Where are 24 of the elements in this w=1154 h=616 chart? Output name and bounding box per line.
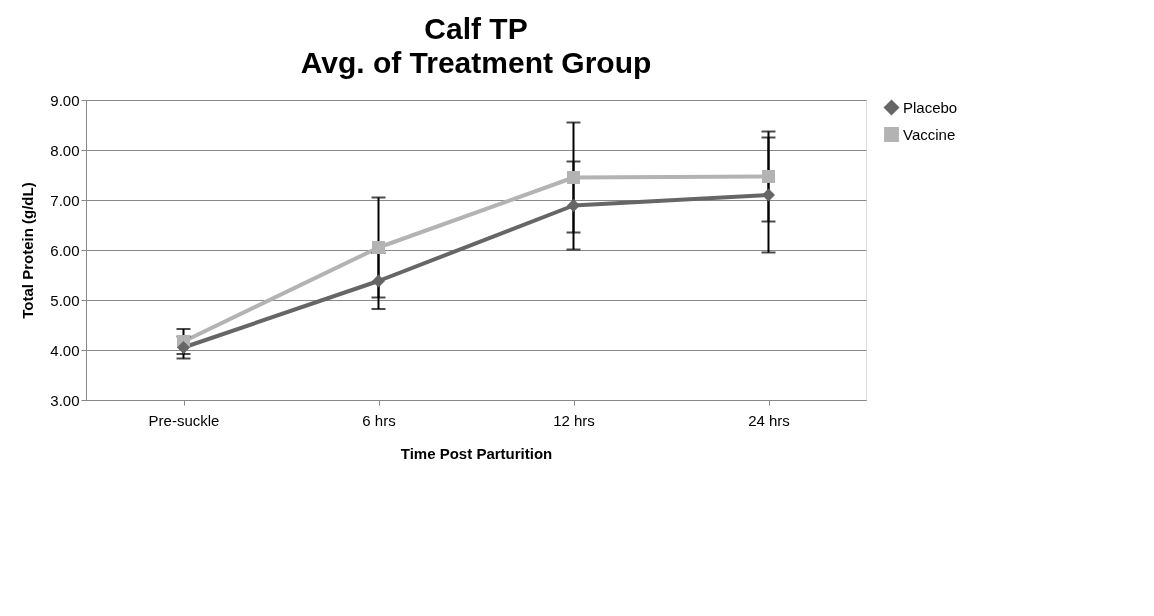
point [371, 240, 386, 255]
x-axis-title: Time Post Parturition [400, 444, 553, 462]
point [566, 170, 581, 185]
point [761, 188, 776, 202]
y-tick-label: 5.00 [50, 291, 80, 309]
x-tick-label: Pre-suckle [148, 411, 220, 429]
legend-label: Vaccine [903, 125, 956, 143]
y-tick-label: 7.00 [50, 191, 80, 209]
x-tick-label: 6 hrs [362, 411, 396, 429]
legend-label: Placebo [903, 98, 958, 116]
y-axis-title: Total Protein (g/dL) [19, 182, 37, 319]
point [176, 340, 191, 355]
y-tick-label: 3.00 [50, 391, 80, 409]
chart-subtitle: Avg. of Treatment Group [300, 46, 652, 79]
y-tick-label: 8.00 [50, 141, 80, 159]
x-tick-label: 12 hrs [553, 411, 595, 429]
y-tick-label: 6.00 [50, 241, 80, 259]
point [761, 169, 776, 184]
chart-title: Calf TP [424, 12, 528, 45]
point [371, 274, 386, 288]
y-tick-label: 4.00 [50, 341, 80, 359]
x-tick-label: 24 hrs [748, 411, 790, 429]
y-tick-label: 9.00 [50, 91, 80, 109]
point [566, 198, 581, 213]
